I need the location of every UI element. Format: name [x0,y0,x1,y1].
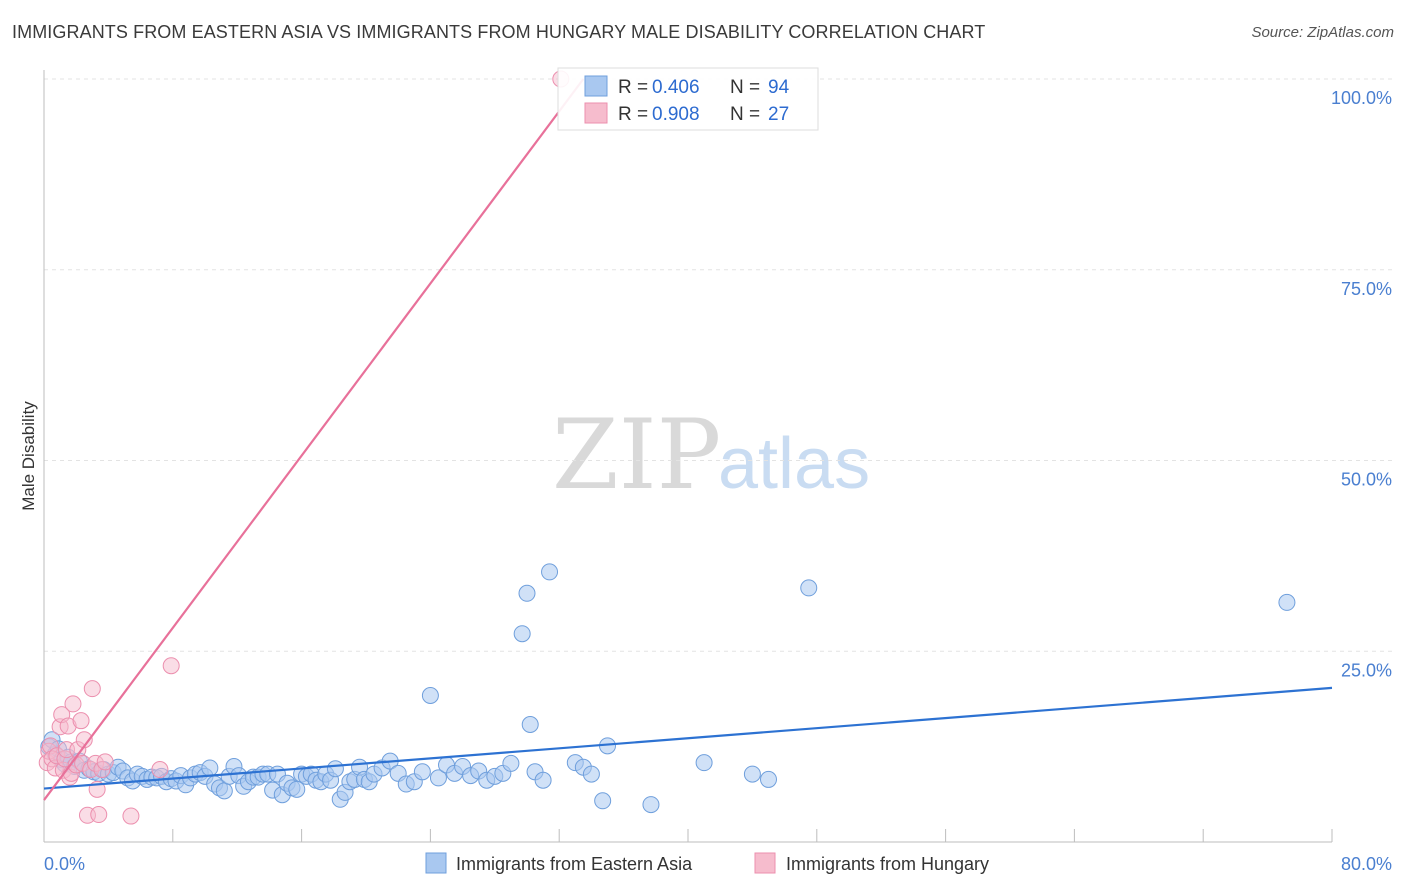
point-eastern-asia-100 [695,754,713,772]
y-axis-label: Male Disability [19,401,38,511]
legend-swatch-pink [584,102,608,124]
watermark: ZIP atlas [552,399,870,511]
legend-r-label-2: R = [618,104,648,125]
point-eastern-asia-90 [521,715,539,733]
point-eastern-asia-96 [582,765,600,783]
point-eastern-asia-101 [743,765,761,783]
legend-n-label-2: N = [730,104,760,125]
x-tick-marks [43,829,1333,842]
trend-line-eastern-asia [43,686,1333,790]
y-tick-labels: 25.0% 50.0% 75.0% 100.0% [1331,88,1392,680]
correlation-legend: R = 0.406 N = 94 R = 0.908 N = 27 [557,67,819,131]
legend-swatch-blue [584,75,608,97]
point-hungary-27 [96,753,114,771]
point-eastern-asia-54 [288,780,306,798]
y-tick-label-2: 75.0% [1341,279,1392,299]
point-eastern-asia-97 [594,792,612,810]
watermark-zip: ZIP [552,399,721,511]
y-tick-label-1: 50.0% [1341,470,1392,490]
point-hungary-17 [72,712,90,730]
point-eastern-asia-93 [541,563,559,581]
point-eastern-asia-102 [760,770,777,788]
point-eastern-asia-62 [326,760,344,778]
legend-item-hungary-swatch [754,852,776,874]
point-eastern-asia-39 [215,782,233,800]
source-note: Source: ZipAtlas.com [1251,24,1394,41]
point-eastern-asia-78 [429,769,447,787]
point-hungary-30 [162,657,180,675]
legend-n-label-1: N = [730,77,760,98]
point-eastern-asia-88 [513,625,531,643]
legend-item-eastern-asia: Immigrants from Eastern Asia [456,854,693,874]
point-eastern-asia-36 [201,759,219,777]
legend-item-hungary: Immigrants from Hungary [786,854,989,874]
legend-item-eastern-asia-swatch [425,852,447,874]
gridlines [44,78,1392,652]
legend-r-label-1: R = [618,77,648,98]
legend-n-value-2: 27 [768,104,789,125]
point-hungary-29 [151,761,169,779]
point-hungary-14 [64,695,82,713]
y-tick-label-0: 25.0% [1341,660,1392,680]
point-eastern-asia-104 [1278,593,1296,611]
point-eastern-asia-103 [800,579,818,597]
point-hungary-28 [122,807,140,825]
series-legend: Immigrants from Eastern Asia Immigrants … [425,852,989,874]
legend-n-value-1: 94 [768,77,790,98]
x-tick-label-min: 0.0% [44,854,85,874]
point-eastern-asia-76 [413,763,431,781]
point-eastern-asia-77 [421,687,439,705]
legend-r-value-1: 0.406 [652,77,700,98]
x-tick-label-max: 80.0% [1341,854,1392,874]
point-eastern-asia-89 [518,584,536,602]
trend-line-hungary [43,78,585,801]
point-eastern-asia-92 [534,771,552,789]
point-hungary-25 [90,806,108,824]
legend-r-value-2: 0.908 [652,104,700,125]
watermark-atlas: atlas [718,424,870,504]
point-hungary-22 [83,680,101,698]
y-tick-label-3: 100.0% [1331,88,1392,108]
series-eastern-asia-points [40,563,1296,814]
series-hungary-points [38,70,570,825]
chart-title: IMMIGRANTS FROM EASTERN ASIA VS IMMIGRAN… [12,22,986,42]
trend-lines [43,78,1333,801]
point-eastern-asia-87 [502,754,520,772]
point-eastern-asia-99 [642,796,660,814]
